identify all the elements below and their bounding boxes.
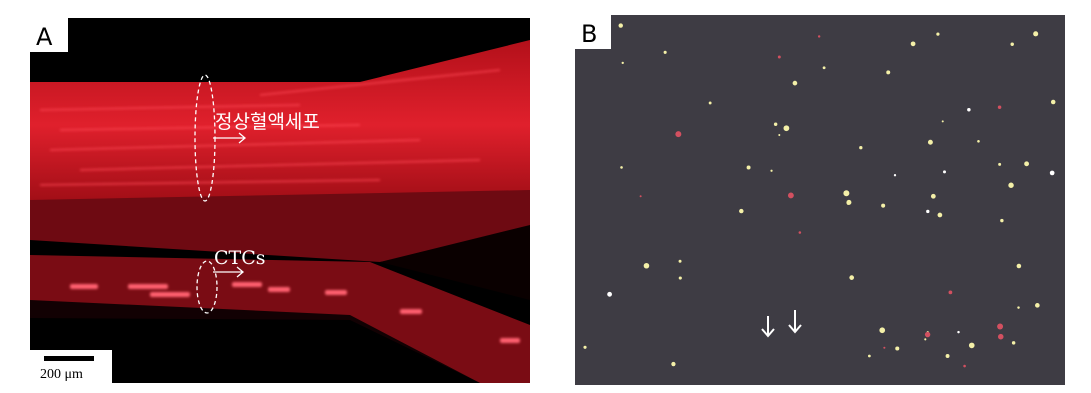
cell-dot	[942, 170, 946, 174]
cell-dot	[895, 346, 900, 351]
cell-dot	[879, 327, 886, 334]
cell-dot	[927, 139, 933, 145]
cell-dot	[817, 35, 821, 38]
cell-dot	[621, 61, 624, 65]
cell-dot	[924, 338, 927, 341]
cell-dot	[792, 80, 798, 86]
cell-dot	[1008, 182, 1014, 188]
cell-dot	[977, 139, 980, 143]
cell-dot	[941, 120, 944, 123]
cell-dot	[620, 166, 623, 169]
cell-dot	[1017, 306, 1020, 309]
scale-box	[30, 350, 112, 383]
cell-dot	[787, 192, 794, 199]
cell-dot	[849, 275, 855, 280]
scale-label: 200 μm	[40, 367, 83, 382]
cell-dot	[663, 50, 667, 54]
panel-label: B	[581, 20, 597, 48]
cell-dot	[998, 162, 1002, 166]
dark-wedge	[380, 225, 530, 300]
cell-dot	[618, 23, 623, 28]
cell-dot	[773, 122, 778, 126]
label-box	[30, 18, 68, 52]
panel-a: 정상혈액세포 CTCs A 200 μm	[30, 18, 530, 383]
cell-dot	[997, 105, 1002, 110]
arrow	[213, 132, 247, 144]
cell-dot	[945, 354, 950, 358]
cell-dot	[1016, 263, 1022, 269]
cell-dot	[778, 134, 781, 137]
cell-dot	[930, 193, 936, 199]
cell-dot	[1035, 303, 1040, 308]
cell-dashes	[70, 282, 520, 343]
arrow	[761, 310, 802, 338]
cell-dot	[678, 276, 682, 280]
cell-dot	[671, 361, 676, 367]
cell-dot	[739, 208, 744, 214]
cell-dot	[886, 70, 891, 75]
cell-dot	[783, 125, 790, 132]
annotation: CTCs	[214, 247, 266, 269]
cell-dot	[997, 323, 1004, 330]
cell-dot	[1050, 99, 1056, 105]
middle-region	[30, 190, 530, 262]
lower-dark	[30, 300, 480, 383]
streaks	[39, 69, 501, 186]
cell-dot	[910, 41, 916, 47]
dashed-ellipse	[196, 260, 218, 314]
cell-dot	[643, 262, 650, 269]
cell-dot	[1000, 218, 1004, 223]
cell-dot	[777, 55, 781, 59]
cell-dot	[675, 131, 682, 138]
cell-dot	[822, 66, 826, 70]
cell-dot	[968, 342, 975, 349]
cell-dot	[798, 231, 802, 234]
cell-dot	[843, 190, 850, 197]
cell-dot	[963, 364, 966, 368]
scale-bar	[44, 356, 94, 361]
panel-b: B	[575, 15, 1065, 385]
cell-dot	[678, 259, 682, 263]
cell-dot	[1010, 42, 1014, 46]
cell-dot	[859, 146, 863, 150]
cell-dot	[926, 209, 930, 214]
cell-dot	[937, 212, 943, 218]
cell-dot	[1024, 161, 1030, 167]
cell-dot	[1033, 31, 1039, 37]
label-box	[575, 15, 611, 49]
cell-dot	[746, 165, 751, 170]
cell-dot	[881, 203, 886, 208]
cell-dot	[867, 354, 871, 358]
panel-label: A	[36, 23, 53, 51]
cell-dot	[967, 107, 971, 112]
cell-dot	[708, 101, 712, 105]
cell-dot	[893, 174, 897, 177]
cell-dot	[936, 32, 940, 36]
cell-dot	[1011, 341, 1016, 345]
arrow	[213, 266, 245, 278]
cell-dot	[607, 291, 613, 297]
panel-b-bg	[575, 15, 1065, 385]
cell-dot	[997, 333, 1004, 340]
cell-dot	[1049, 170, 1055, 176]
cell-dot	[957, 330, 960, 334]
cell-dot	[924, 331, 931, 338]
cell-dot	[639, 195, 642, 198]
cell-dot	[770, 169, 773, 172]
cell-dot	[883, 346, 886, 349]
cell-dot	[583, 345, 587, 349]
annotation: 정상혈액세포	[215, 111, 320, 133]
cell-dot	[846, 199, 852, 205]
cell-dot	[948, 290, 953, 295]
